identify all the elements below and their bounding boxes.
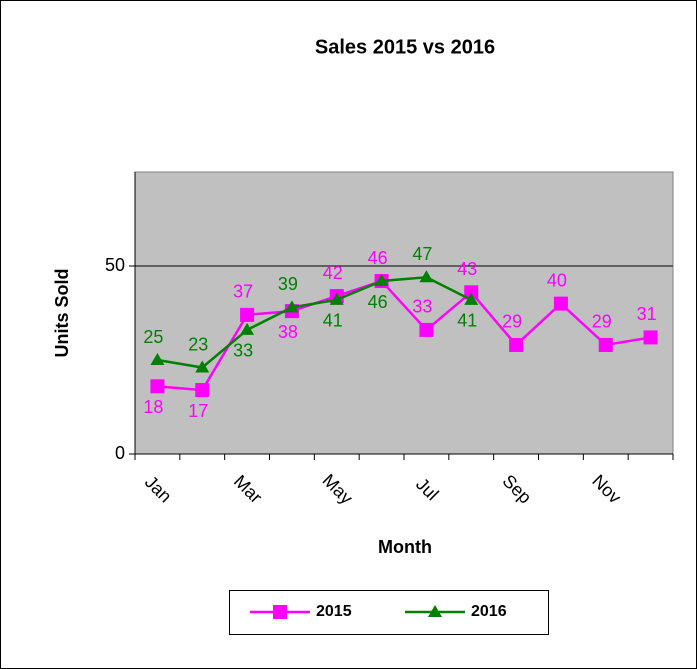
data-label: 31 xyxy=(637,304,657,324)
y-axis-title: Units Sold xyxy=(52,269,72,358)
marker xyxy=(598,337,613,352)
marker xyxy=(240,322,255,335)
data-label: 41 xyxy=(457,311,477,331)
marker xyxy=(419,322,434,337)
marker xyxy=(150,379,165,394)
marker xyxy=(553,296,568,311)
data-label: 29 xyxy=(502,312,522,332)
marker xyxy=(419,270,434,283)
chart-title: Sales 2015 vs 2016 xyxy=(315,36,495,58)
series: 25 23 33 39 41 46 47 41 xyxy=(143,244,479,373)
line xyxy=(157,276,472,369)
y-tick-label: 0 xyxy=(115,443,125,463)
data-label: 38 xyxy=(278,322,298,342)
marker xyxy=(284,300,299,313)
data-label: 46 xyxy=(368,248,388,268)
data-label: 43 xyxy=(457,259,477,279)
marker xyxy=(428,605,442,617)
data-label: 25 xyxy=(143,327,163,347)
plot-area xyxy=(134,171,674,455)
data-label: 37 xyxy=(233,282,253,302)
data-label: 17 xyxy=(188,401,208,421)
marker xyxy=(464,285,479,300)
marker xyxy=(509,337,524,352)
x-axis-title: Month xyxy=(378,537,432,557)
marker xyxy=(464,292,479,305)
data-label: 47 xyxy=(412,244,432,264)
marker xyxy=(374,274,389,287)
data-label: 46 xyxy=(368,292,388,312)
data-label: 29 xyxy=(592,312,612,332)
line xyxy=(157,279,651,392)
marker xyxy=(273,605,287,619)
marker xyxy=(329,292,344,305)
data-label: 23 xyxy=(188,334,208,354)
marker xyxy=(150,353,165,365)
marker xyxy=(643,330,658,345)
data-label: 42 xyxy=(323,263,343,283)
y-tick-label: 50 xyxy=(105,255,125,275)
marker xyxy=(195,383,210,398)
marker xyxy=(240,307,255,322)
series: 18 17 37 38 42 46 33 43 29 40 29 31 xyxy=(143,248,658,421)
data-label: 39 xyxy=(278,274,298,294)
data-label: 33 xyxy=(233,341,253,361)
legend-label: 2015 xyxy=(316,603,352,620)
data-label: 41 xyxy=(323,311,343,331)
data-label: 33 xyxy=(412,297,432,317)
data-label: 40 xyxy=(547,270,567,290)
data-label: 18 xyxy=(143,397,163,417)
marker xyxy=(195,360,210,373)
legend-label: 2016 xyxy=(471,603,507,620)
